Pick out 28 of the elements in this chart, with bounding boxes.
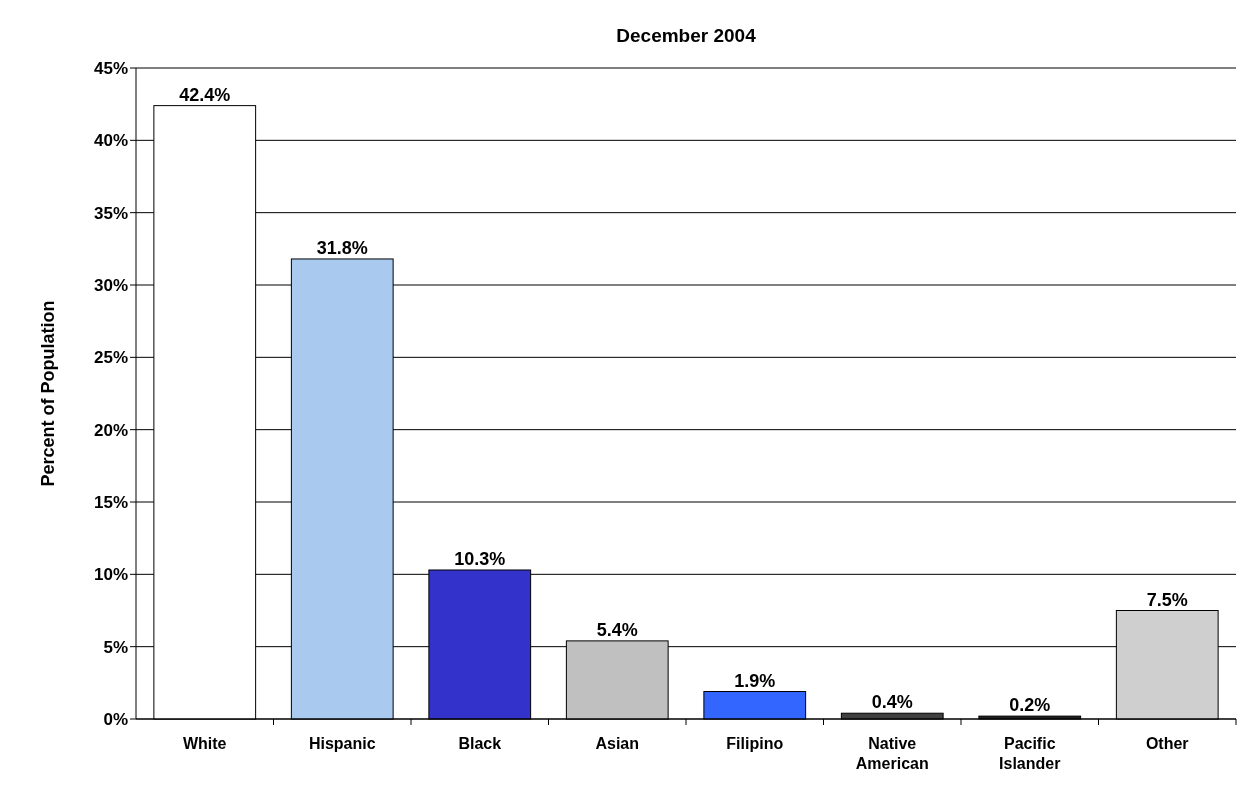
y-tick-label: 30% [93, 275, 128, 295]
x-tick-label: Filipino [726, 735, 784, 752]
data-label: 31.8% [316, 237, 368, 258]
y-tick-label: 0% [103, 709, 128, 729]
y-tick-label: 45% [93, 58, 128, 78]
x-tick-label: Black [458, 735, 502, 752]
y-tick-label: 20% [93, 420, 128, 440]
data-label: 5.4% [596, 619, 638, 640]
y-tick-label: 40% [93, 131, 128, 151]
chart-title: December 2004 [616, 25, 757, 46]
x-tick-label: White [182, 735, 227, 752]
x-tick-label: Pacific Islander [999, 735, 1061, 772]
y-axis-title: Percent of Population [38, 300, 58, 487]
data-label: 7.5% [1146, 589, 1188, 610]
data-label: 10.3% [454, 548, 506, 569]
data-label: 1.9% [734, 670, 776, 691]
data-label: 0.4% [871, 692, 913, 713]
x-tick-label: Hispanic [308, 735, 376, 752]
y-tick-label: 10% [93, 565, 128, 585]
y-tick-label: 5% [103, 637, 128, 657]
y-tick-label: 25% [93, 348, 128, 368]
data-label: 42.4% [179, 84, 231, 105]
y-tick-label: 35% [93, 203, 128, 223]
data-label: 0.2% [1009, 695, 1051, 716]
x-tick-label: Asian [595, 735, 640, 752]
y-tick-label: 15% [93, 492, 128, 512]
x-tick-label: Other [1145, 735, 1189, 752]
x-tick-label: Native American [855, 735, 929, 772]
